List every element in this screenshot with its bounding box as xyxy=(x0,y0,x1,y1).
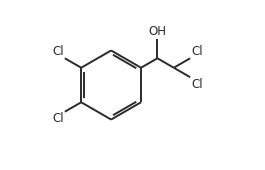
Text: Cl: Cl xyxy=(191,78,203,91)
Text: Cl: Cl xyxy=(191,45,203,58)
Text: OH: OH xyxy=(148,25,166,38)
Text: Cl: Cl xyxy=(52,45,64,58)
Text: Cl: Cl xyxy=(52,112,64,125)
